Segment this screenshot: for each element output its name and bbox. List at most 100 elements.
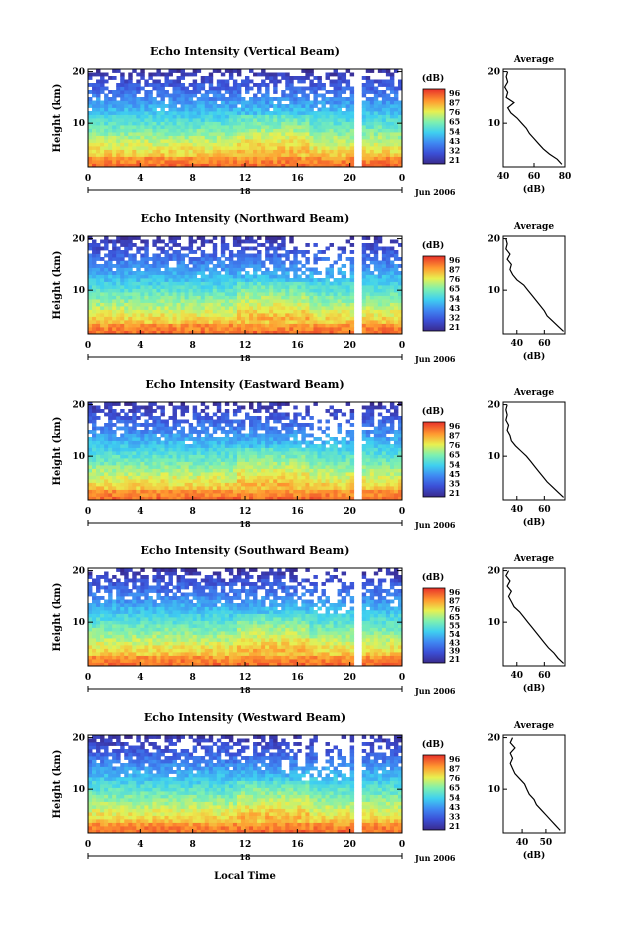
heatmap-cell [329,285,334,289]
heatmap-cell [325,475,330,480]
heatmap-cell [96,264,101,268]
heatmap-cell [192,163,198,168]
heatmap-cell [88,142,93,147]
heatmap-cell [325,135,330,140]
heatmap-cell [349,327,355,331]
heatmap-cell [337,111,343,115]
heatmap-cell [325,125,330,129]
heatmap-cell [236,330,242,335]
heatmap-cell [289,451,294,455]
heatmap-cell [216,114,222,119]
heatmap-cell [164,306,169,310]
heatmap-cell [108,111,113,115]
heatmap-cell [329,267,334,272]
heatmap-cell [108,447,113,452]
heatmap-cell [96,104,101,108]
heatmap-cell [273,79,278,84]
heatmap-cell [289,330,294,335]
heatmap-cell [333,330,338,335]
heatmap-cell [265,142,270,147]
heatmap-cell [389,447,395,452]
heatmap-cell [345,114,351,119]
heatmap-cell [393,309,399,314]
heatmap-cell [349,93,355,98]
heatmap-cell [245,125,250,129]
heatmap-cell [136,149,141,154]
heatmap-cell [88,496,93,501]
heatmap-cell [240,302,246,307]
heatmap-cell [204,288,210,293]
heatmap-cell [144,288,149,293]
heatmap-cell [313,121,318,126]
heatmap-cell [128,285,133,289]
heatmap-cell [232,458,238,462]
heatmap-cell [188,160,194,164]
heatmap-cell [128,479,133,483]
heatmap-cell [224,496,230,501]
heatmap-cell [265,250,270,254]
heatmap-cell [333,107,338,112]
heatmap-cell [188,461,194,466]
heatmap-cell [136,458,141,462]
heatmap-cell [168,125,173,129]
heatmap-cell [100,156,105,161]
heatmap-cell [333,139,338,143]
heatmap-cell [112,239,117,244]
heatmap-cell [204,121,210,126]
heatmap-cell [176,118,181,122]
heatmap-cell [228,444,234,448]
heatmap-cell [393,97,399,101]
heatmap-cell [148,104,153,108]
heatmap-cell [309,468,314,473]
heatmap-cell [240,320,246,324]
heatmap-cell [313,281,318,286]
heatmap-cell [116,125,121,129]
heatmap-cell [293,458,298,462]
heatmap-cell [192,83,198,87]
heatmap-cell [156,239,161,244]
heatmap-cell [277,447,282,452]
heatmap-cell [88,100,93,105]
heatmap-cell [236,243,242,247]
heatmap-cell [112,320,117,324]
heatmap-cell [180,454,186,459]
heatmap-cell [325,156,330,161]
heatmap-cell [345,309,351,314]
heatmap-cell [156,246,161,251]
heatmap-cell [216,97,222,101]
heatmap-cell [301,142,306,147]
heatmap-cell [381,83,387,87]
heatmap-cell [108,132,113,136]
heatmap-cell [249,69,254,73]
heatmap-cell [341,313,347,317]
heatmap-cell [337,327,343,331]
heatmap-cell [293,330,298,335]
heatmap-cell [96,149,101,154]
heatmap-cell [313,330,318,335]
heatmap-cell [148,320,153,324]
heatmap-cell [192,451,198,455]
heatmap-cell [128,496,133,501]
heatmap-cell [389,79,395,84]
heatmap-cell [253,309,258,314]
heatmap-cell [389,306,395,310]
heatmap-cell [317,486,322,490]
heatmap-cell [369,465,375,469]
heatmap-cell [200,323,206,328]
heatmap-cell [200,114,206,119]
heatmap-cell [309,118,314,122]
heatmap-cell [156,132,161,136]
heatmap-cell [112,107,117,112]
heatmap-cell [257,309,262,314]
heatmap-cell [369,292,375,296]
heatmap-cell [148,267,153,272]
heatmap-cell [136,288,141,293]
heatmap-cell [188,149,194,154]
heatmap-cell [281,316,286,321]
heatmap-cell [168,236,173,240]
heatmap-cell [112,135,117,140]
heatmap-cell [261,243,266,247]
heatmap-cell [317,292,322,296]
heatmap-cell [100,153,105,157]
heatmap-cell [381,93,387,98]
